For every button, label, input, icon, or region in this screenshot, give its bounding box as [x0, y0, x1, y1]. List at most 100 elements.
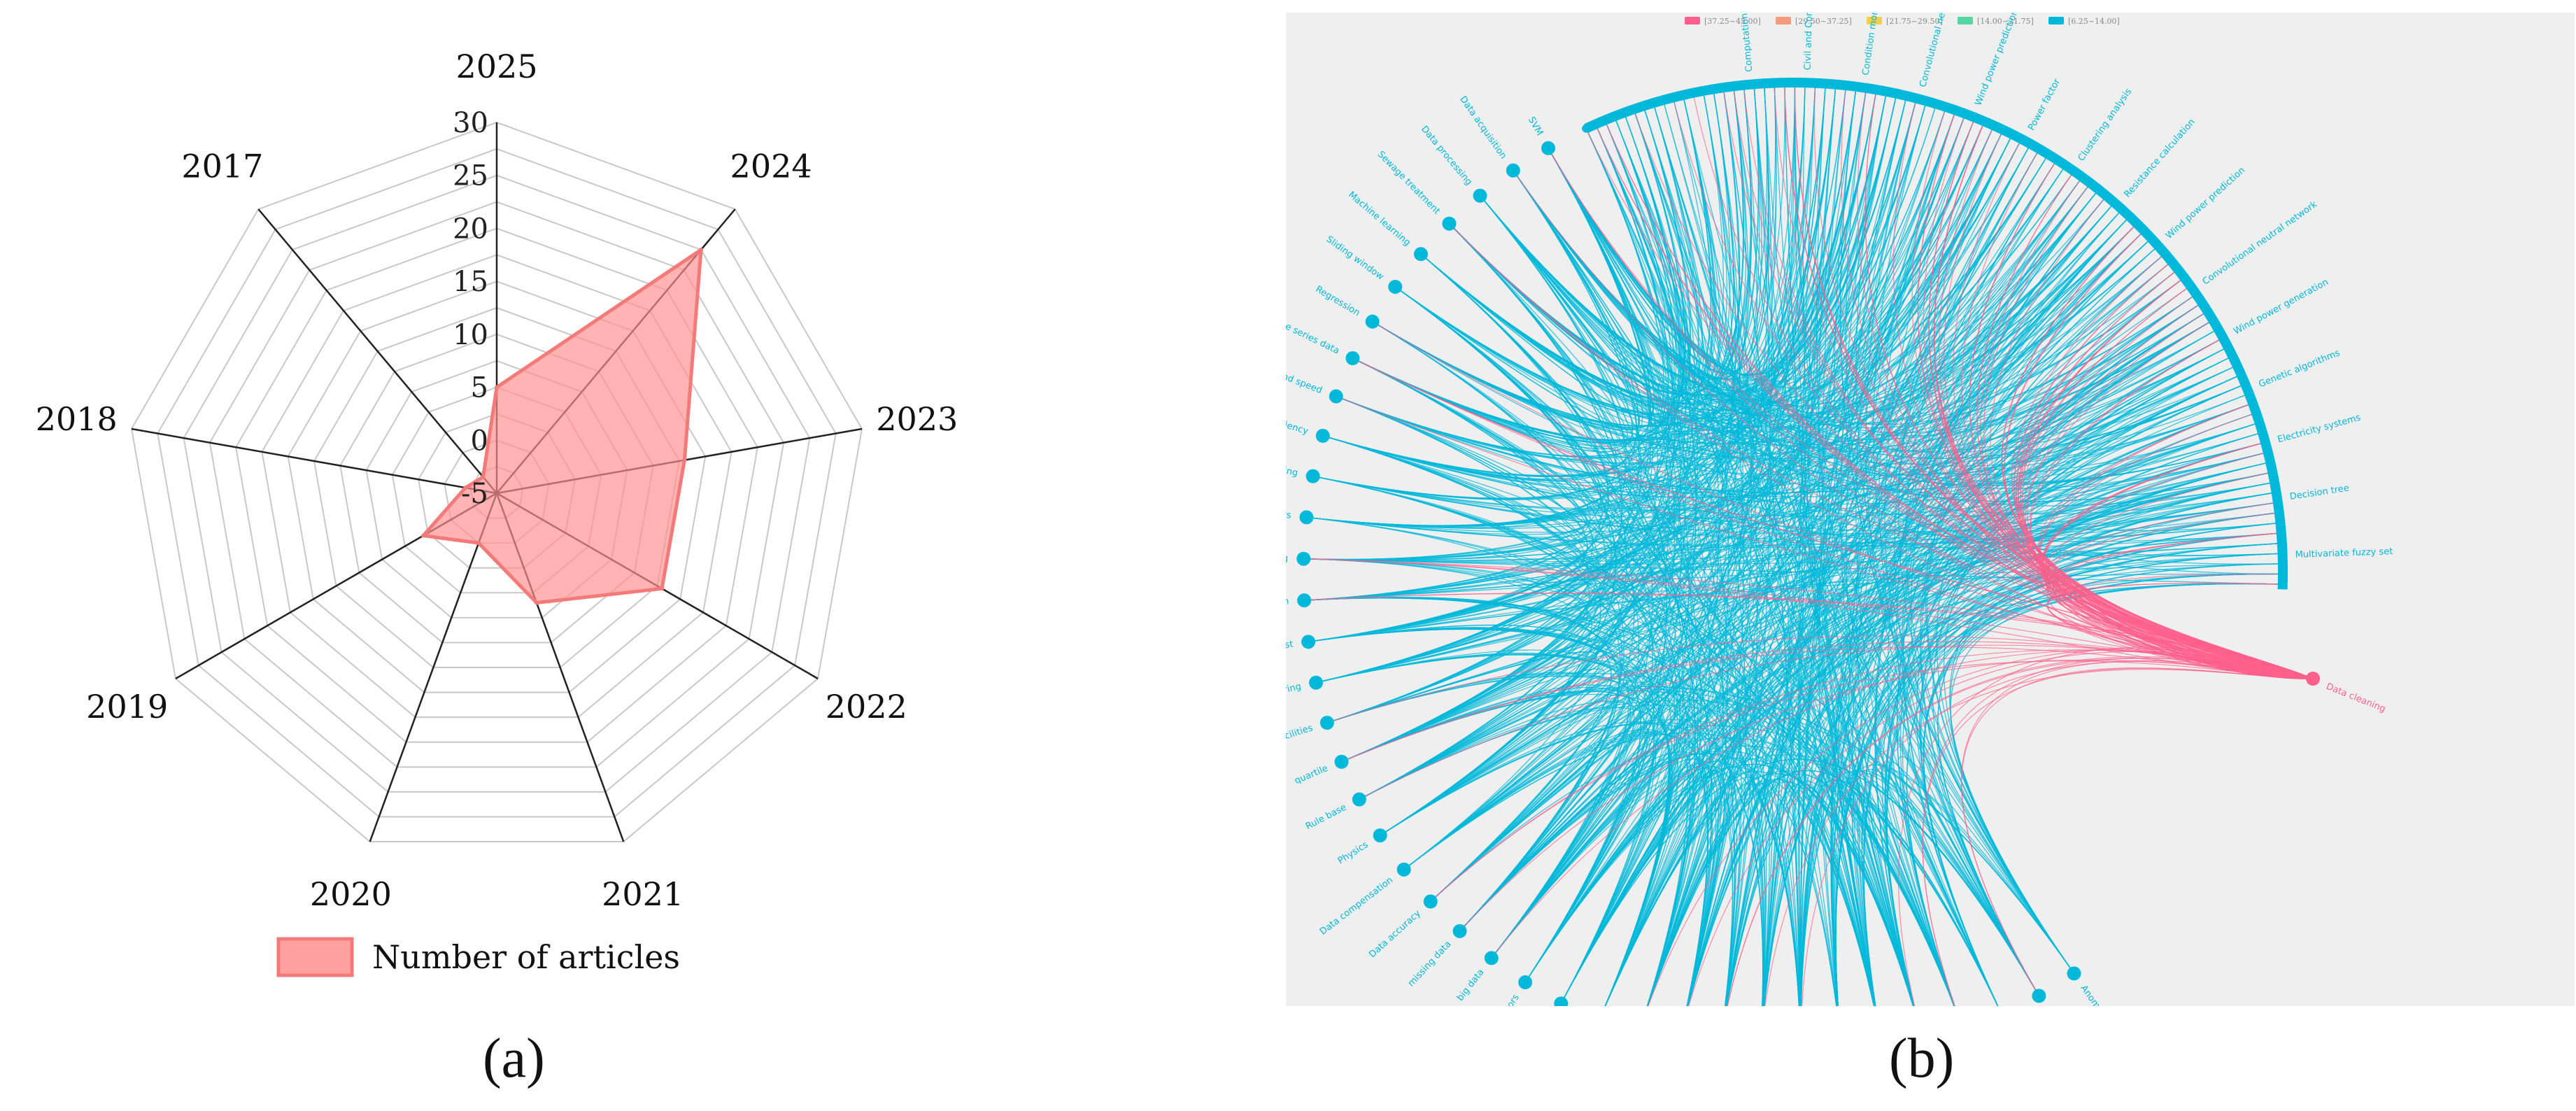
- network-node-label: Wind speed: [1286, 367, 1324, 396]
- network-link: [1894, 134, 2039, 996]
- network-link: [1480, 195, 2179, 426]
- network-link: [1855, 98, 1965, 1032]
- network-node: [1610, 112, 1619, 121]
- network-link: [1896, 253, 2165, 1032]
- radar-category-label: 2022: [826, 688, 907, 726]
- network-link: [1560, 83, 1816, 1004]
- network-link: [1336, 395, 1885, 1054]
- network-link: [1636, 311, 2208, 1037]
- network-node: [1882, 87, 1891, 96]
- network-link: [1430, 87, 1740, 903]
- radar-category-label: 2024: [730, 148, 812, 185]
- network-node: [1951, 106, 1960, 115]
- network-node: [2008, 130, 2017, 139]
- network-node: [2276, 518, 2285, 528]
- network-node: [2228, 351, 2237, 360]
- network-link: [1852, 769, 2039, 1054]
- network-node-label: Power factor: [2026, 77, 2062, 133]
- network-link: [1380, 722, 1885, 1054]
- network-link: [1394, 195, 1641, 431]
- network-node-label: Data monitoring: [1286, 681, 1302, 709]
- network-link: [1308, 176, 2083, 642]
- network-link: [1513, 83, 1777, 380]
- network-link: [1585, 128, 1885, 1054]
- network-node: [1396, 862, 1411, 877]
- network-node: [1554, 996, 1569, 1011]
- network-node: [1699, 86, 1708, 95]
- network-link: [1548, 148, 1742, 1056]
- radar-data-point: [421, 533, 426, 538]
- network-link-highlight: [1961, 667, 2314, 996]
- network-link: [1352, 358, 1659, 1004]
- network-link: [1513, 86, 1749, 381]
- network-node: [2270, 478, 2279, 487]
- network-node-label: Convolutional neutral network: [2201, 199, 2320, 288]
- network-legend-swatch: [2048, 17, 2064, 24]
- network-node: [1319, 716, 1334, 730]
- network-node: [1678, 90, 1687, 99]
- network-link: [1459, 189, 2100, 932]
- network-node: [2248, 399, 2257, 408]
- network-node: [2118, 205, 2127, 214]
- network-node: [2218, 333, 2228, 342]
- network-link: [1840, 91, 1925, 1045]
- network-node-label: Wind power prediction: [2164, 165, 2247, 241]
- network-link: [1308, 624, 1612, 903]
- network-node: [1452, 924, 1467, 938]
- network-link: [1312, 402, 2253, 519]
- network-link: [1403, 731, 1694, 1037]
- network-link: [1524, 374, 2242, 983]
- network-node: [2209, 316, 2218, 325]
- network-link: [1799, 101, 1927, 1062]
- network-node: [1582, 124, 1591, 133]
- radar-series-area: [421, 248, 703, 605]
- network-link: [1306, 128, 1664, 527]
- network-node: [1600, 115, 1609, 125]
- network-node: [2273, 498, 2282, 507]
- network-node: [2160, 249, 2170, 258]
- network-node: [2278, 580, 2287, 589]
- network-link: [1594, 124, 1767, 1061]
- network-node: [1639, 101, 1648, 111]
- network-node-label: Ship efficiency: [1286, 409, 1310, 437]
- network-link: [1352, 108, 1689, 443]
- network-link: [1341, 134, 2014, 763]
- network-link: [1896, 164, 2066, 1016]
- network-links: [1303, 83, 2314, 1062]
- network-legend-label: [14.00~21.75]: [1977, 17, 2034, 26]
- network-link: [1491, 148, 1676, 958]
- network-legend-swatch: [1958, 17, 1973, 24]
- network-node-label: Data processing: [1419, 124, 1474, 187]
- network-link: [1359, 707, 1691, 1037]
- network-node: [1999, 125, 2008, 134]
- network-link: [1448, 143, 2031, 404]
- network-node: [2268, 467, 2277, 476]
- legend-swatch: [276, 937, 354, 977]
- network-node: [1334, 754, 1349, 769]
- network-node: [2258, 428, 2267, 437]
- network-node: [2277, 528, 2286, 537]
- network-node: [1961, 109, 1970, 118]
- network-link: [1560, 97, 1724, 1004]
- radar-grid-ring: [183, 174, 811, 793]
- network-node-label: Wind power prediction: [1973, 13, 2021, 107]
- network-node-label: Rule base: [1304, 802, 1348, 833]
- network-node: [1442, 216, 1457, 231]
- network-link: [1759, 245, 2159, 1061]
- network-node: [2272, 488, 2281, 497]
- network-link: [1884, 117, 2039, 996]
- network-node: [2132, 219, 2142, 228]
- network-link-highlight: [1636, 648, 2314, 1037]
- network-node: [1970, 113, 1979, 122]
- network-link: [1873, 101, 2075, 974]
- radar-data-point: [463, 486, 468, 490]
- network-legend-swatch: [1776, 17, 1791, 24]
- network-node: [2266, 458, 2275, 467]
- network-link: [1560, 402, 2253, 1004]
- network-node: [2186, 281, 2195, 290]
- network-node-label: Resistance calculation: [2123, 117, 2198, 199]
- network-link: [1881, 764, 2039, 1032]
- network-link: [1372, 321, 1676, 1022]
- network-node: [1345, 351, 1360, 366]
- network-link: [1902, 346, 2228, 1032]
